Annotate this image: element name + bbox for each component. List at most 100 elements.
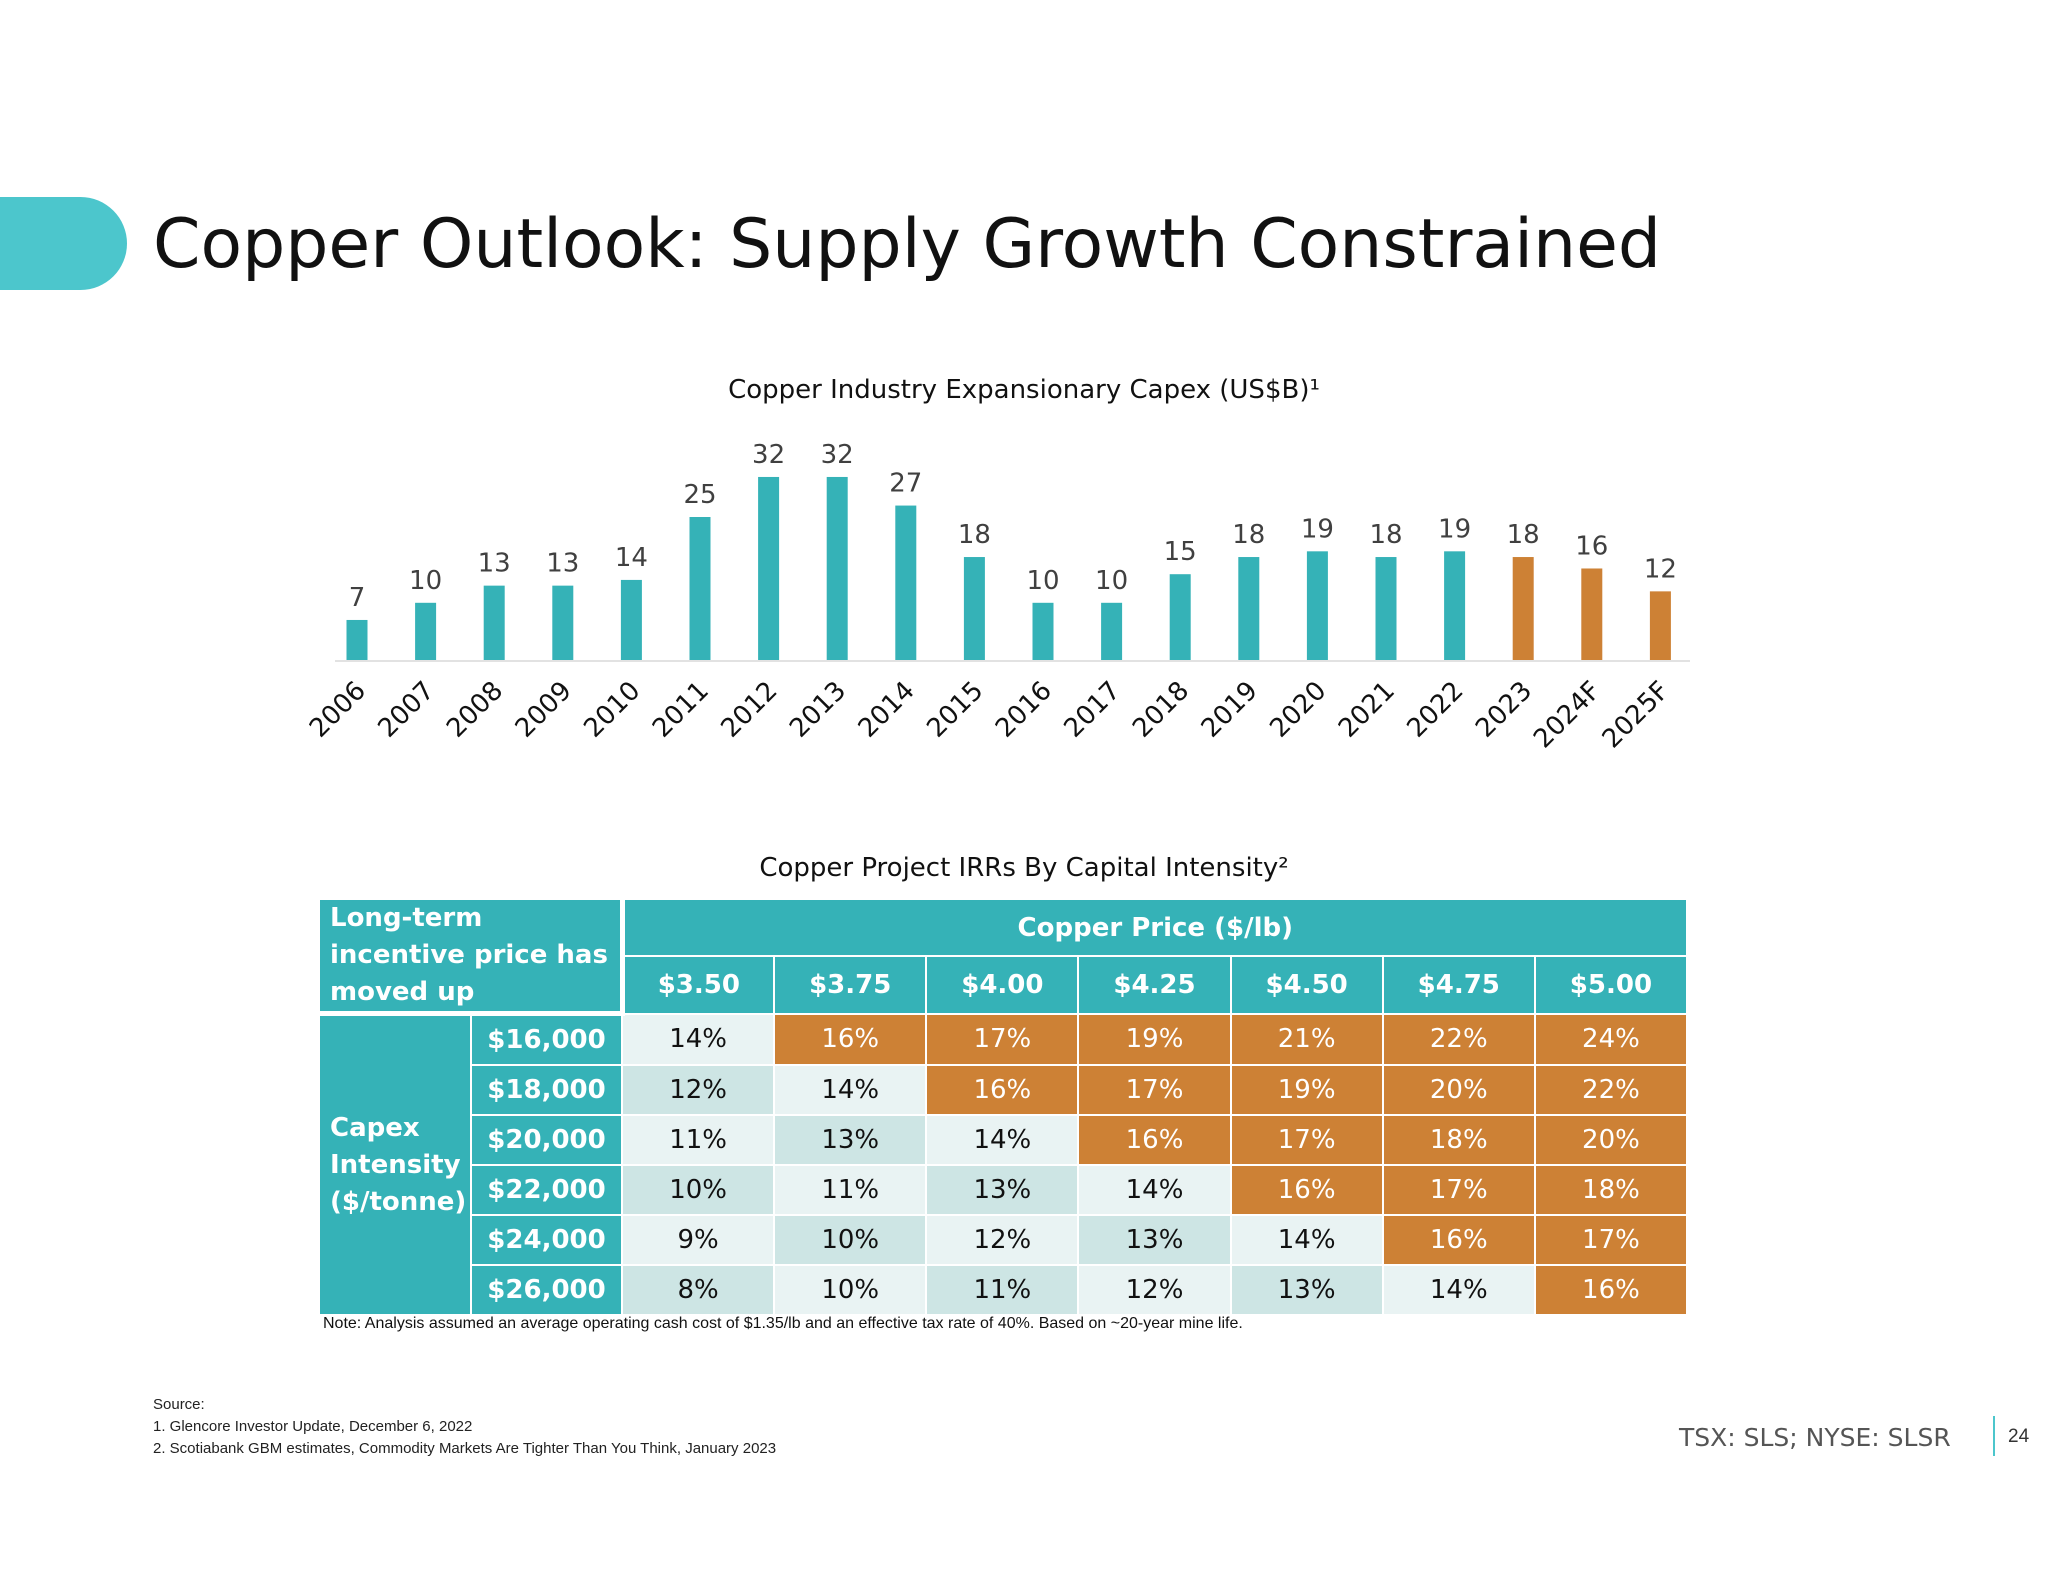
x-tick-label: 2007: [373, 676, 441, 744]
chart-title: Copper Industry Expansionary Capex (US$B…: [728, 375, 1320, 405]
data-label-2014: 27: [889, 469, 922, 499]
bar-2024F: [1581, 568, 1603, 660]
price-column-header: $4.00: [925, 955, 1080, 1015]
table-row: $26,000 8% 10% 11% 12% 13% 14% 16%: [319, 1264, 1689, 1316]
x-tick-label: 2012: [716, 676, 784, 744]
irr-cell: 13%: [925, 1164, 1080, 1216]
capex-row-label: $26,000: [469, 1264, 624, 1316]
bar-2013: [826, 476, 848, 660]
bar-2011: [689, 517, 711, 660]
capex-row-label: $18,000: [469, 1064, 624, 1116]
bar-2008: [483, 585, 505, 660]
title-accent-tab: [0, 197, 127, 290]
irr-cell: 11%: [621, 1114, 776, 1166]
capex-row-label: $16,000: [469, 1012, 624, 1066]
x-tick-label: 2017: [1059, 676, 1127, 744]
irr-cell: 17%: [1381, 1164, 1536, 1216]
data-label-2015: 18: [958, 520, 991, 550]
data-label-2010: 14: [615, 543, 648, 573]
x-tick-label: 2014: [853, 676, 921, 744]
irr-cell: 12%: [925, 1214, 1080, 1266]
bar-2021: [1375, 557, 1397, 660]
data-label-2013: 32: [821, 440, 854, 470]
irr-cell: 14%: [1077, 1164, 1232, 1216]
irr-cell: 11%: [773, 1164, 928, 1216]
footer-divider: [1993, 1416, 1995, 1456]
x-tick-label: 2025F: [1597, 676, 1676, 755]
price-header: Copper Price ($/lb): [621, 897, 1688, 958]
irr-cell: 17%: [1533, 1214, 1689, 1266]
irr-cell: 13%: [773, 1114, 928, 1166]
data-label-2024F: 16: [1575, 531, 1608, 561]
sources-heading: Source:: [153, 1396, 205, 1413]
data-label-2011: 25: [683, 480, 716, 510]
irr-cell: 19%: [1077, 1012, 1232, 1066]
x-tick-label: 2019: [1196, 676, 1264, 744]
irr-cell: 16%: [1077, 1114, 1232, 1166]
irr-cell: 20%: [1533, 1114, 1689, 1166]
table-row: $18,000 12% 14% 16% 17% 19% 20% 22%: [319, 1064, 1689, 1116]
irr-cell: 9%: [621, 1214, 776, 1266]
x-tick-label: 2008: [441, 676, 509, 744]
data-label-2016: 10: [1026, 566, 1059, 596]
irr-cell: 11%: [925, 1264, 1080, 1316]
table-row: $20,000 11% 13% 14% 16% 17% 18% 20%: [319, 1114, 1689, 1166]
capex-bar-chart: 7 2006 10 2007 13 2008 13 2009 14 2010 25 2011 32 201…: [304, 440, 1690, 755]
bar-2007: [415, 602, 437, 660]
price-column-header: $4.50: [1229, 955, 1384, 1015]
bar-2017: [1101, 602, 1123, 660]
irr-cell: 17%: [925, 1012, 1080, 1066]
x-tick-label: 2021: [1333, 676, 1401, 744]
x-tick-label: 2009: [510, 676, 578, 744]
irr-cell: 13%: [1077, 1214, 1232, 1266]
irr-cell: 16%: [1381, 1214, 1536, 1266]
x-tick-label: 2011: [647, 676, 715, 744]
bar-2018: [1169, 574, 1191, 660]
irr-cell: 18%: [1381, 1114, 1536, 1166]
data-label-2007: 10: [409, 566, 442, 596]
bar-2020: [1306, 551, 1328, 660]
irr-cell: 24%: [1533, 1012, 1689, 1066]
data-label-2022: 19: [1438, 514, 1471, 544]
bar-2015: [963, 557, 985, 660]
data-label-2023: 18: [1507, 520, 1540, 550]
data-label-2009: 13: [546, 549, 579, 579]
irr-cell: 13%: [1229, 1264, 1384, 1316]
page-number: 24: [2008, 1426, 2030, 1447]
table-row: $22,000 10% 11% 13% 14% 16% 17% 18%: [319, 1164, 1689, 1216]
sources: Source: 1. Glencore Investor Update, Dec…: [153, 1394, 776, 1460]
bar-2006: [346, 619, 368, 660]
irr-cell: 14%: [925, 1114, 1080, 1166]
ticker-symbols: TSX: SLS; NYSE: SLSR: [1679, 1423, 1951, 1452]
data-label-2006: 7: [349, 583, 366, 613]
bar-2019: [1238, 557, 1260, 660]
data-label-2025F: 12: [1644, 554, 1677, 584]
irr-cell: 8%: [621, 1264, 776, 1316]
x-tick-label: 2015: [921, 676, 989, 744]
capex-row-label: $24,000: [469, 1214, 624, 1266]
x-tick-label: 2016: [990, 676, 1058, 744]
capex-row-label: $20,000: [469, 1114, 624, 1166]
irr-cell: 21%: [1229, 1012, 1384, 1066]
irr-cell: 17%: [1229, 1114, 1384, 1166]
source-item: 2. Scotiabank GBM estimates, Commodity M…: [153, 1440, 777, 1457]
x-tick-label: 2006: [304, 676, 372, 744]
data-label-2012: 32: [752, 440, 785, 470]
irr-cell: 16%: [773, 1012, 928, 1066]
x-tick-label: 2010: [578, 676, 646, 744]
data-label-2021: 18: [1369, 520, 1402, 550]
data-label-2018: 15: [1164, 537, 1197, 567]
irr-cell: 14%: [621, 1012, 776, 1066]
irr-cell: 10%: [773, 1214, 928, 1266]
price-column-header: $3.50: [621, 955, 776, 1015]
table-row: $24,000 9% 10% 12% 13% 14% 16% 17%: [319, 1214, 1689, 1266]
data-label-2020: 19: [1301, 514, 1334, 544]
x-tick-label: 2020: [1264, 676, 1332, 744]
data-label-2008: 13: [478, 549, 511, 579]
irr-cell: 22%: [1381, 1012, 1536, 1066]
bar-2010: [620, 579, 642, 660]
x-tick-label: 2013: [784, 676, 852, 744]
price-column-header: $4.75: [1381, 955, 1536, 1015]
table-row: Capex Intensity ($/tonne) $16,000 14% 16% 17…: [318, 1012, 1689, 1316]
irr-cell: 10%: [773, 1264, 928, 1316]
